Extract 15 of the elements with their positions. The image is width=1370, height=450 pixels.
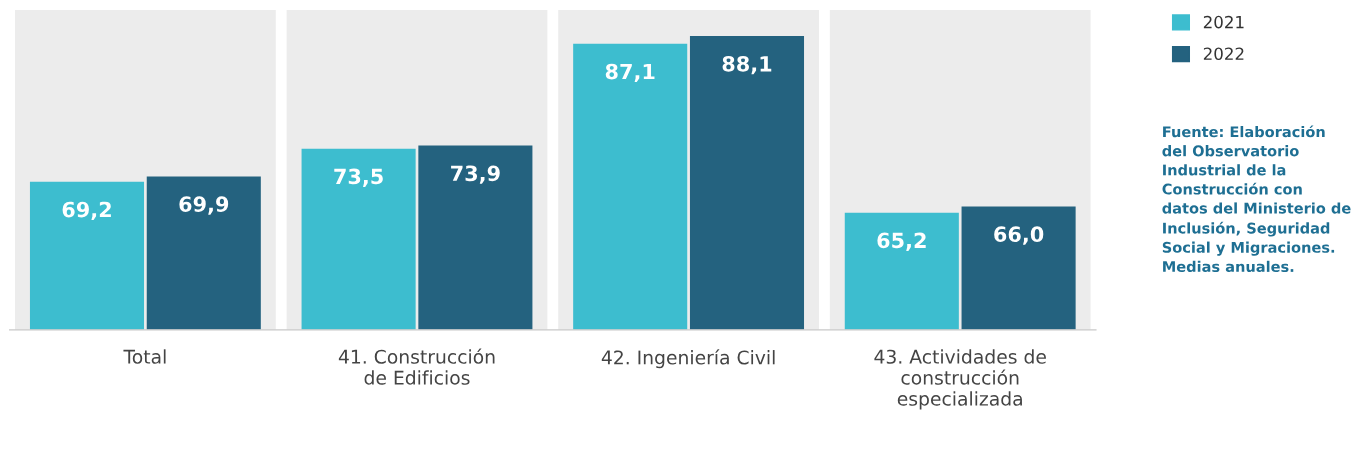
x-tick-label: 41. Construcción de Edificios — [338, 348, 495, 385]
legend-label: 2021 — [1203, 15, 1244, 29]
source-note: Fuente: Elaboración del Observatorio Industrial de la Construcción con datos del Ministerio de Inclusión, Seguridad Social y Migraciones. Medias anuales. — [1162, 125, 1351, 273]
x-tick-label: 42. Ingeniería Civil — [601, 349, 775, 369]
data-label: 69,9 — [179, 196, 229, 215]
x-tick-label: 43. Actividades de construcción especializada — [874, 349, 1046, 410]
data-label: 88,1 — [722, 55, 772, 75]
data-label: 73,5 — [334, 168, 383, 187]
data-label: 65,2 — [877, 232, 926, 251]
x-tick-label: Total — [123, 349, 166, 364]
data-label: 66,0 — [994, 226, 1044, 245]
data-label: 87,1 — [605, 63, 655, 83]
legend-label: 2022 — [1203, 47, 1244, 61]
data-label: 73,9 — [451, 165, 500, 184]
data-label: 69,2 — [62, 201, 111, 221]
